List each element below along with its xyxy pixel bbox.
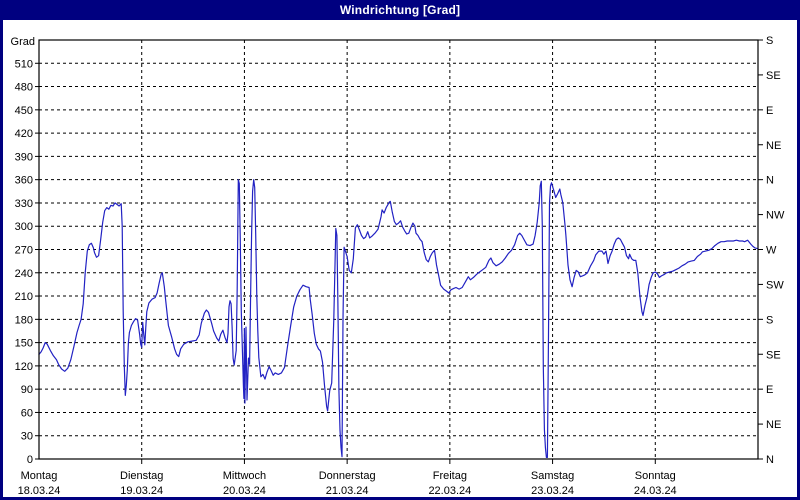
svg-text:360: 360: [15, 175, 33, 187]
day-name-label: Samstag: [531, 470, 574, 482]
svg-text:90: 90: [21, 384, 33, 396]
svg-text:300: 300: [15, 221, 33, 233]
svg-text:SE: SE: [766, 349, 781, 361]
svg-text:120: 120: [15, 361, 33, 373]
svg-text:N: N: [766, 454, 774, 466]
y-axis-left: 0 30 60 90 120 150 180 210 240 270 300 330 360 390 420…: [11, 36, 39, 466]
y-axis-right: S SE E NE N NW W SW S SE E NE N: [758, 35, 785, 466]
day-name-label: Montag: [21, 470, 58, 482]
day-name-label: Mittwoch: [223, 470, 266, 482]
plot-frame: [38, 39, 759, 460]
day-name-label: Sonntag: [635, 470, 676, 482]
gridlines-horizontal: [39, 62, 758, 437]
svg-text:SE: SE: [766, 70, 781, 82]
day-date-label: 23.03.24: [531, 485, 574, 497]
svg-text:210: 210: [15, 291, 33, 303]
svg-text:330: 330: [15, 198, 33, 210]
svg-text:60: 60: [21, 407, 33, 419]
day-date-label: 18.03.24: [18, 485, 61, 497]
svg-text:180: 180: [15, 314, 33, 326]
svg-text:150: 150: [15, 338, 33, 350]
svg-text:390: 390: [15, 151, 33, 163]
svg-text:480: 480: [15, 82, 33, 94]
x-axis: Montag 18.03.24 Dienstag 19.03.24 Mittwoch 20…: [18, 459, 677, 497]
svg-text:SW: SW: [766, 279, 784, 291]
window-title: Windrichtung [Grad]: [339, 3, 461, 17]
svg-text:S: S: [766, 35, 773, 47]
title-bar[interactable]: Windrichtung [Grad]: [0, 0, 800, 20]
svg-text:510: 510: [15, 58, 33, 70]
svg-text:30: 30: [21, 431, 33, 443]
svg-text:W: W: [766, 245, 777, 257]
gridlines-vertical: [141, 40, 656, 459]
svg-text:NW: NW: [766, 210, 785, 222]
series-wind-direction: [38, 179, 759, 458]
day-date-label: 22.03.24: [428, 485, 471, 497]
day-name-label: Freitag: [433, 470, 467, 482]
svg-text:270: 270: [15, 245, 33, 257]
svg-text:E: E: [766, 105, 773, 117]
day-name-label: Dienstag: [120, 470, 163, 482]
svg-text:N: N: [766, 175, 774, 187]
day-date-label: 24.03.24: [634, 485, 677, 497]
svg-text:240: 240: [15, 268, 33, 280]
day-date-label: 21.03.24: [326, 485, 369, 497]
day-date-label: 20.03.24: [223, 485, 266, 497]
svg-text:S: S: [766, 314, 773, 326]
svg-text:NE: NE: [766, 140, 781, 152]
day-name-label: Donnerstag: [319, 470, 376, 482]
svg-text:420: 420: [15, 128, 33, 140]
y-axis-unit-label: Grad: [11, 36, 35, 48]
day-date-label: 19.03.24: [120, 485, 163, 497]
svg-text:E: E: [766, 384, 773, 396]
svg-text:450: 450: [15, 105, 33, 117]
svg-text:NE: NE: [766, 419, 781, 431]
svg-text:0: 0: [27, 454, 33, 466]
chart-surface: [3, 20, 797, 497]
